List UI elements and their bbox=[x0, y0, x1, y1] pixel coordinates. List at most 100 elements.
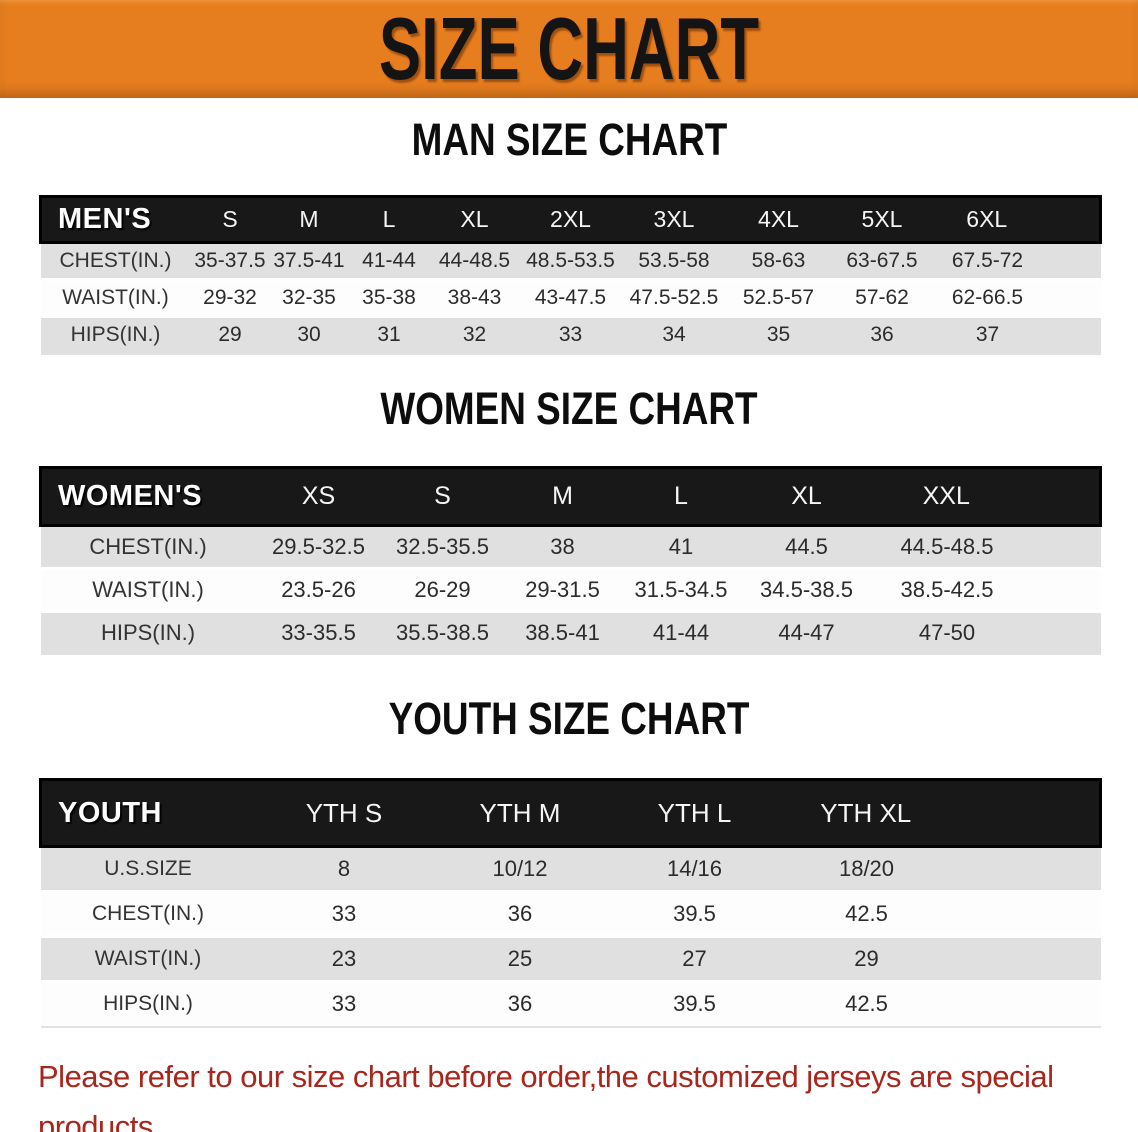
men-col-header: XL bbox=[429, 195, 520, 244]
cell: 38 bbox=[503, 525, 622, 570]
cell: 35.5-38.5 bbox=[381, 611, 504, 655]
cell: 33-35.5 bbox=[255, 611, 382, 655]
men-heading-text: MAN SIZE CHART bbox=[411, 114, 727, 165]
men-col-header: L bbox=[348, 195, 430, 244]
cell: 41-44 bbox=[348, 242, 430, 281]
women-col-header: L bbox=[621, 465, 741, 527]
cell: 31.5-34.5 bbox=[621, 568, 741, 613]
cell: 41 bbox=[621, 525, 741, 570]
cell: 34 bbox=[621, 316, 727, 355]
men-chest-row: CHEST(IN.) 35-37.5 37.5-41 41-44 44-48.5… bbox=[40, 242, 1101, 281]
cell: 47.5-52.5 bbox=[621, 279, 727, 318]
men-col-header: 5XL bbox=[830, 195, 934, 244]
cell: 29.5-32.5 bbox=[255, 525, 382, 570]
cell: 38.5-41 bbox=[503, 611, 622, 655]
men-section-heading: MAN SIZE CHART bbox=[0, 116, 1138, 175]
cell: 58-63 bbox=[726, 242, 831, 281]
youth-col-header: YTH S bbox=[255, 778, 433, 848]
cell: 38-43 bbox=[429, 279, 520, 318]
cell: 43-47.5 bbox=[519, 279, 622, 318]
cell: 29-32 bbox=[190, 279, 270, 318]
women-heading-text: WOMEN SIZE CHART bbox=[380, 382, 758, 434]
women-waist-row: WAIST(IN.) 23.5-26 26-29 29-31.5 31.5-34… bbox=[40, 568, 1101, 613]
cell: 29 bbox=[781, 936, 1101, 983]
cell: 14/16 bbox=[607, 846, 782, 893]
cell: 23 bbox=[255, 936, 433, 983]
women-hips-row: HIPS(IN.) 33-35.5 35.5-38.5 38.5-41 41-4… bbox=[40, 611, 1101, 655]
cell: 62-66.5 bbox=[933, 279, 1101, 318]
banner-title: SIZE CHART bbox=[378, 0, 760, 98]
youth-size-table: YOUTH YTH S YTH M YTH L YTH XL U.S.SIZE … bbox=[39, 778, 1102, 1028]
cell: 36 bbox=[432, 891, 608, 938]
row-label: CHEST(IN.) bbox=[40, 891, 256, 938]
cell: 47-50 bbox=[872, 611, 1101, 655]
youth-section-heading: YOUTH SIZE CHART bbox=[0, 695, 1138, 754]
cell: 35 bbox=[726, 316, 831, 355]
cell: 67.5-72 bbox=[933, 242, 1101, 281]
cell: 29-31.5 bbox=[503, 568, 622, 613]
men-header-row: MEN'S S M L XL 2XL 3XL 4XL 5XL 6XL bbox=[39, 195, 1102, 244]
cell: 48.5-53.5 bbox=[519, 242, 622, 281]
row-label: CHEST(IN.) bbox=[40, 242, 191, 281]
cell: 38.5-42.5 bbox=[872, 568, 1101, 613]
cell: 25 bbox=[432, 936, 608, 983]
cell: 33 bbox=[255, 981, 433, 1028]
cell: 18/20 bbox=[781, 846, 1101, 893]
disclaimer-note: Please refer to our size chart before or… bbox=[38, 1052, 1120, 1132]
cell: 42.5 bbox=[781, 981, 1101, 1028]
cell: 33 bbox=[519, 316, 622, 355]
cell: 44.5-48.5 bbox=[872, 525, 1101, 570]
size-chart-banner: SIZE CHART bbox=[0, 0, 1138, 98]
cell: 37 bbox=[933, 316, 1101, 355]
youth-header-row: YOUTH YTH S YTH M YTH L YTH XL bbox=[39, 778, 1102, 848]
cell: 30 bbox=[269, 316, 349, 355]
women-col-header: XXL bbox=[872, 465, 1102, 527]
row-label: CHEST(IN.) bbox=[40, 525, 256, 570]
women-col-header: XL bbox=[740, 465, 873, 527]
cell: 10/12 bbox=[432, 846, 608, 893]
men-col-header: 6XL bbox=[933, 195, 1102, 244]
men-col-header: M bbox=[269, 195, 349, 244]
cell: 31 bbox=[348, 316, 430, 355]
cell: 32.5-35.5 bbox=[381, 525, 504, 570]
cell: 36 bbox=[432, 981, 608, 1028]
cell: 32-35 bbox=[269, 279, 349, 318]
cell: 52.5-57 bbox=[726, 279, 831, 318]
cell: 8 bbox=[255, 846, 433, 893]
cell: 32 bbox=[429, 316, 520, 355]
cell: 26-29 bbox=[381, 568, 504, 613]
men-col-header: 2XL bbox=[519, 195, 622, 244]
youth-heading-text: YOUTH SIZE CHART bbox=[388, 693, 750, 744]
row-label: WAIST(IN.) bbox=[40, 279, 191, 318]
men-group-label: MEN'S bbox=[39, 195, 191, 244]
cell: 37.5-41 bbox=[269, 242, 349, 281]
cell: 35-37.5 bbox=[190, 242, 270, 281]
youth-ussize-row: U.S.SIZE 8 10/12 14/16 18/20 bbox=[40, 846, 1101, 893]
cell: 63-67.5 bbox=[830, 242, 934, 281]
youth-col-header: YTH XL bbox=[781, 778, 1102, 848]
men-size-table: MEN'S S M L XL 2XL 3XL 4XL 5XL 6XL CHEST… bbox=[39, 195, 1102, 355]
youth-group-label: YOUTH bbox=[39, 778, 256, 848]
youth-chest-row: CHEST(IN.) 33 36 39.5 42.5 bbox=[40, 891, 1101, 938]
cell: 39.5 bbox=[607, 981, 782, 1028]
row-label: U.S.SIZE bbox=[40, 846, 256, 893]
row-label: HIPS(IN.) bbox=[40, 611, 256, 655]
women-col-header: XS bbox=[255, 465, 382, 527]
men-col-header: S bbox=[190, 195, 270, 244]
women-size-table: WOMEN'S XS S M L XL XXL CHEST(IN.) 29.5-… bbox=[39, 465, 1102, 655]
women-chest-row: CHEST(IN.) 29.5-32.5 32.5-35.5 38 41 44.… bbox=[40, 525, 1101, 570]
cell: 39.5 bbox=[607, 891, 782, 938]
youth-col-header: YTH L bbox=[607, 778, 782, 848]
women-col-header: M bbox=[503, 465, 622, 527]
men-col-header: 4XL bbox=[726, 195, 831, 244]
row-label: HIPS(IN.) bbox=[40, 316, 191, 355]
disclaimer-line-1: Please refer to our size chart before or… bbox=[38, 1058, 1054, 1132]
women-header-row: WOMEN'S XS S M L XL XXL bbox=[39, 465, 1102, 527]
cell: 42.5 bbox=[781, 891, 1101, 938]
cell: 29 bbox=[190, 316, 270, 355]
men-waist-row: WAIST(IN.) 29-32 32-35 35-38 38-43 43-47… bbox=[40, 279, 1101, 318]
cell: 44.5 bbox=[740, 525, 873, 570]
women-section-heading: WOMEN SIZE CHART bbox=[0, 382, 1138, 444]
cell: 23.5-26 bbox=[255, 568, 382, 613]
cell: 44-48.5 bbox=[429, 242, 520, 281]
